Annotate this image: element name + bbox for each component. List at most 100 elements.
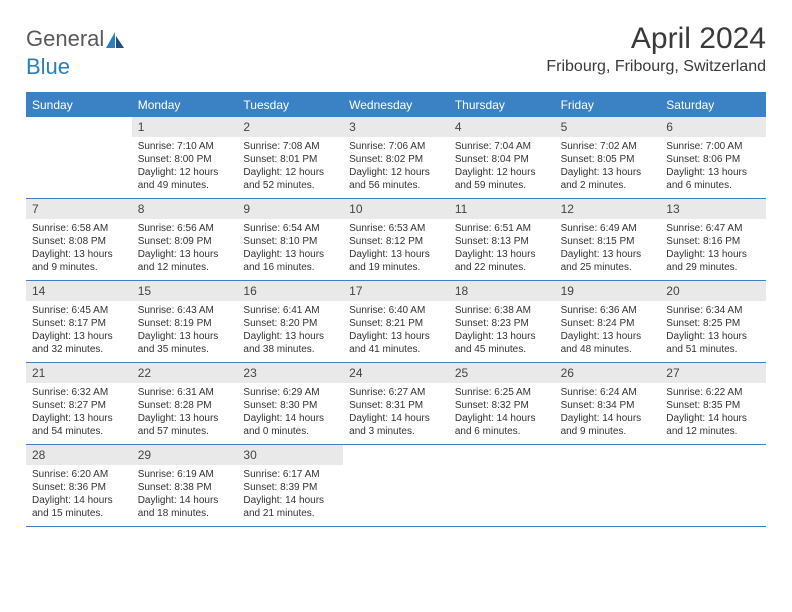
day-cell: 23Sunrise: 6:29 AMSunset: 8:30 PMDayligh… xyxy=(237,363,343,444)
day-header-wed: Wednesday xyxy=(343,94,449,117)
day-cell xyxy=(26,117,132,198)
day-number: 27 xyxy=(660,363,766,383)
day-sunrise: Sunrise: 6:51 AM xyxy=(455,222,549,235)
day-cell: 21Sunrise: 6:32 AMSunset: 8:27 PMDayligh… xyxy=(26,363,132,444)
day-sunset: Sunset: 8:05 PM xyxy=(561,153,655,166)
day-cell: 9Sunrise: 6:54 AMSunset: 8:10 PMDaylight… xyxy=(237,199,343,280)
day-sunrise: Sunrise: 6:53 AM xyxy=(349,222,443,235)
day-details: Sunrise: 6:38 AMSunset: 8:23 PMDaylight:… xyxy=(449,301,555,362)
day-daylight2: and 56 minutes. xyxy=(349,179,443,192)
logo: GeneralBlue xyxy=(26,22,125,80)
day-daylight2: and 45 minutes. xyxy=(455,343,549,356)
day-daylight2: and 12 minutes. xyxy=(666,425,760,438)
logo-text: GeneralBlue xyxy=(26,26,125,80)
logo-suffix: Blue xyxy=(26,54,70,79)
day-cell: 22Sunrise: 6:31 AMSunset: 8:28 PMDayligh… xyxy=(132,363,238,444)
day-cell: 1Sunrise: 7:10 AMSunset: 8:00 PMDaylight… xyxy=(132,117,238,198)
day-daylight2: and 9 minutes. xyxy=(561,425,655,438)
day-number: 10 xyxy=(343,199,449,219)
week-row: 21Sunrise: 6:32 AMSunset: 8:27 PMDayligh… xyxy=(26,363,766,445)
day-daylight1: Daylight: 13 hours xyxy=(666,248,760,261)
day-number: 4 xyxy=(449,117,555,137)
day-daylight2: and 6 minutes. xyxy=(666,179,760,192)
day-sunset: Sunset: 8:09 PM xyxy=(138,235,232,248)
day-daylight2: and 52 minutes. xyxy=(243,179,337,192)
day-cell xyxy=(343,445,449,526)
day-daylight2: and 21 minutes. xyxy=(243,507,337,520)
day-number: 15 xyxy=(132,281,238,301)
day-sunset: Sunset: 8:08 PM xyxy=(32,235,126,248)
day-details: Sunrise: 6:45 AMSunset: 8:17 PMDaylight:… xyxy=(26,301,132,362)
day-number: 14 xyxy=(26,281,132,301)
day-sunrise: Sunrise: 6:47 AM xyxy=(666,222,760,235)
day-daylight1: Daylight: 13 hours xyxy=(32,248,126,261)
day-daylight2: and 51 minutes. xyxy=(666,343,760,356)
day-sunrise: Sunrise: 7:02 AM xyxy=(561,140,655,153)
week-row: 14Sunrise: 6:45 AMSunset: 8:17 PMDayligh… xyxy=(26,281,766,363)
day-number: 13 xyxy=(660,199,766,219)
day-sunrise: Sunrise: 6:20 AM xyxy=(32,468,126,481)
day-daylight1: Daylight: 13 hours xyxy=(666,166,760,179)
day-details: Sunrise: 7:06 AMSunset: 8:02 PMDaylight:… xyxy=(343,137,449,198)
day-daylight2: and 15 minutes. xyxy=(32,507,126,520)
day-daylight2: and 9 minutes. xyxy=(32,261,126,274)
day-daylight1: Daylight: 14 hours xyxy=(243,412,337,425)
day-cell: 12Sunrise: 6:49 AMSunset: 8:15 PMDayligh… xyxy=(555,199,661,280)
day-sunrise: Sunrise: 6:17 AM xyxy=(243,468,337,481)
day-number: 6 xyxy=(660,117,766,137)
day-daylight1: Daylight: 14 hours xyxy=(561,412,655,425)
day-details: Sunrise: 6:40 AMSunset: 8:21 PMDaylight:… xyxy=(343,301,449,362)
day-details: Sunrise: 7:00 AMSunset: 8:06 PMDaylight:… xyxy=(660,137,766,198)
day-details: Sunrise: 6:24 AMSunset: 8:34 PMDaylight:… xyxy=(555,383,661,444)
day-daylight2: and 12 minutes. xyxy=(138,261,232,274)
day-cell: 17Sunrise: 6:40 AMSunset: 8:21 PMDayligh… xyxy=(343,281,449,362)
day-sunrise: Sunrise: 6:36 AM xyxy=(561,304,655,317)
day-header-tue: Tuesday xyxy=(237,94,343,117)
day-details: Sunrise: 6:36 AMSunset: 8:24 PMDaylight:… xyxy=(555,301,661,362)
day-daylight2: and 25 minutes. xyxy=(561,261,655,274)
day-cell: 13 Sunrise: 6:47 AMSunset: 8:16 PMDayligh… xyxy=(660,199,766,280)
day-daylight1: Daylight: 14 hours xyxy=(349,412,443,425)
day-cell: 20Sunrise: 6:34 AMSunset: 8:25 PMDayligh… xyxy=(660,281,766,362)
day-sunset: Sunset: 8:27 PM xyxy=(32,399,126,412)
day-number: 18 xyxy=(449,281,555,301)
day-sunset: Sunset: 8:16 PM xyxy=(666,235,760,248)
calendar: Sunday Monday Tuesday Wednesday Thursday… xyxy=(26,92,766,527)
day-cell: 30Sunrise: 6:17 AMSunset: 8:39 PMDayligh… xyxy=(237,445,343,526)
day-daylight2: and 19 minutes. xyxy=(349,261,443,274)
day-sunrise: Sunrise: 7:00 AM xyxy=(666,140,760,153)
day-details: Sunrise: 7:02 AMSunset: 8:05 PMDaylight:… xyxy=(555,137,661,198)
day-details: Sunrise: 6:58 AMSunset: 8:08 PMDaylight:… xyxy=(26,219,132,280)
day-daylight1: Daylight: 12 hours xyxy=(138,166,232,179)
day-daylight1: Daylight: 13 hours xyxy=(138,412,232,425)
day-sunrise: Sunrise: 6:56 AM xyxy=(138,222,232,235)
sail-icon xyxy=(106,28,124,54)
day-sunset: Sunset: 8:15 PM xyxy=(561,235,655,248)
day-daylight1: Daylight: 13 hours xyxy=(561,330,655,343)
day-daylight2: and 2 minutes. xyxy=(561,179,655,192)
day-cell: 19Sunrise: 6:36 AMSunset: 8:24 PMDayligh… xyxy=(555,281,661,362)
day-daylight2: and 49 minutes. xyxy=(138,179,232,192)
day-details: Sunrise: 6:51 AMSunset: 8:13 PMDaylight:… xyxy=(449,219,555,280)
day-sunset: Sunset: 8:04 PM xyxy=(455,153,549,166)
day-sunset: Sunset: 8:38 PM xyxy=(138,481,232,494)
day-sunrise: Sunrise: 6:38 AM xyxy=(455,304,549,317)
day-daylight2: and 0 minutes. xyxy=(243,425,337,438)
day-cell: 2Sunrise: 7:08 AMSunset: 8:01 PMDaylight… xyxy=(237,117,343,198)
day-header-thu: Thursday xyxy=(449,94,555,117)
day-number: 17 xyxy=(343,281,449,301)
day-daylight1: Daylight: 13 hours xyxy=(455,248,549,261)
day-cell: 10Sunrise: 6:53 AMSunset: 8:12 PMDayligh… xyxy=(343,199,449,280)
day-sunrise: Sunrise: 6:25 AM xyxy=(455,386,549,399)
day-cell: 25Sunrise: 6:25 AMSunset: 8:32 PMDayligh… xyxy=(449,363,555,444)
day-sunset: Sunset: 8:35 PM xyxy=(666,399,760,412)
day-cell: 11Sunrise: 6:51 AMSunset: 8:13 PMDayligh… xyxy=(449,199,555,280)
day-number: 2 xyxy=(237,117,343,137)
day-daylight1: Daylight: 13 hours xyxy=(32,330,126,343)
day-number: 19 xyxy=(555,281,661,301)
day-details: Sunrise: 7:10 AMSunset: 8:00 PMDaylight:… xyxy=(132,137,238,198)
page-title: April 2024 xyxy=(546,22,766,56)
day-sunrise: Sunrise: 6:19 AM xyxy=(138,468,232,481)
day-number: 3 xyxy=(343,117,449,137)
day-number: 12 xyxy=(555,199,661,219)
